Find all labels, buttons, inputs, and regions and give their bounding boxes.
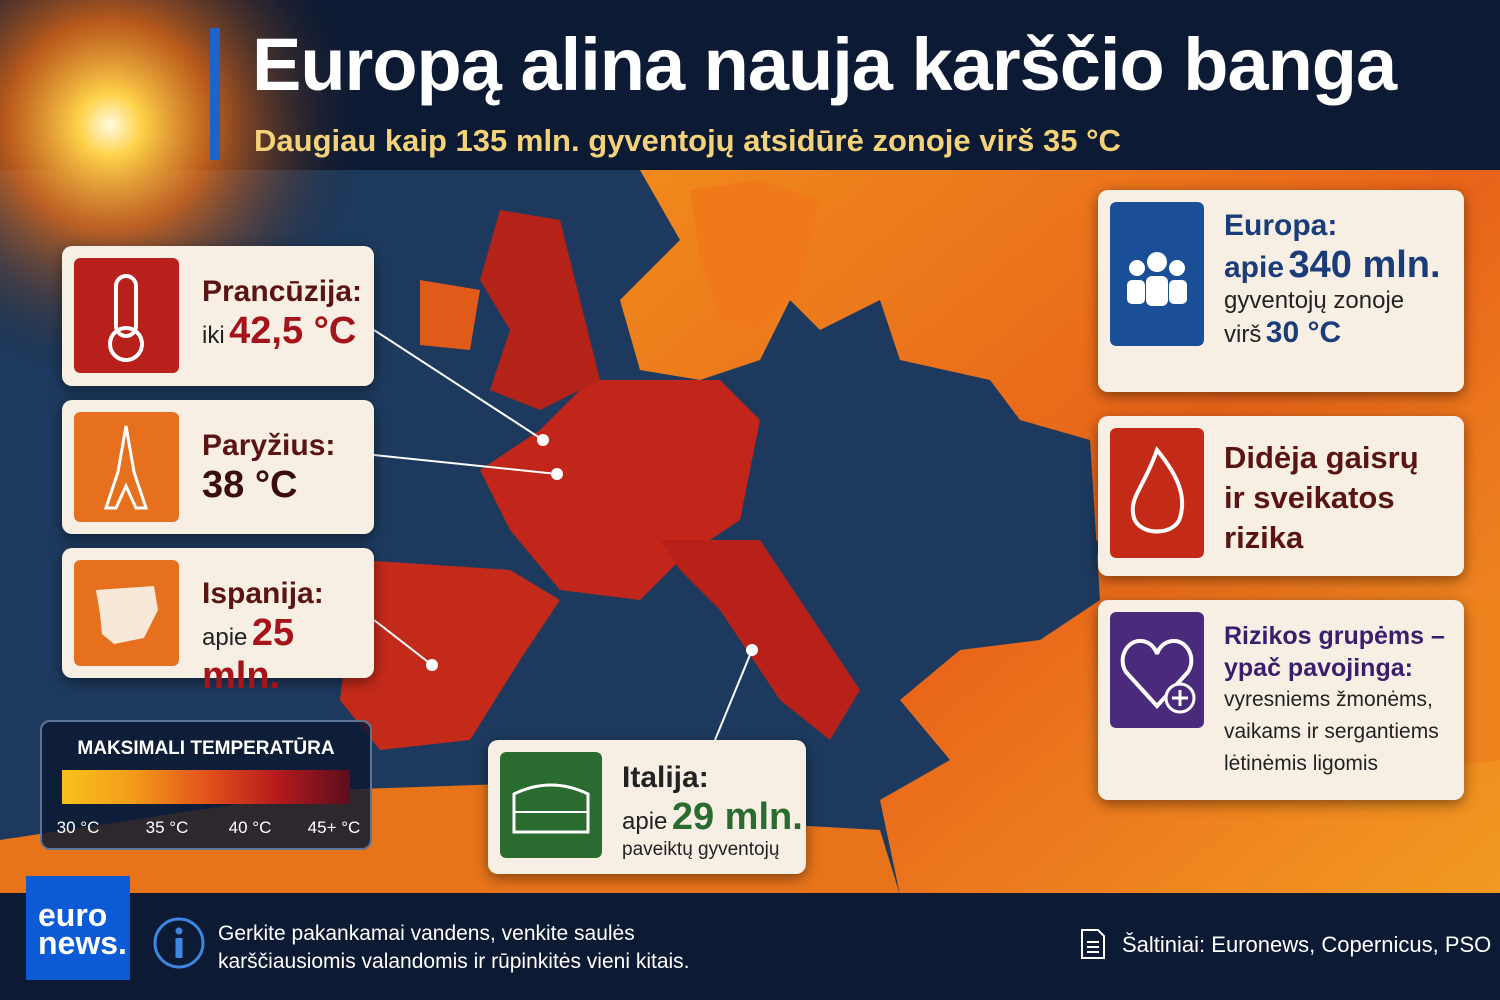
- italy-card: Italija: apie 29 mln. paveiktų gyventojų: [488, 740, 806, 874]
- legend-tick: 30 °C: [56, 818, 100, 837]
- iberia: [340, 560, 560, 750]
- legend-tick: 35 °C: [145, 818, 189, 837]
- scandinavia: [690, 180, 820, 330]
- card-value: 340 mln.: [1288, 244, 1441, 286]
- card-label: Prancūzija:: [202, 275, 363, 308]
- legend-tick: 40 °C: [228, 818, 272, 837]
- info-icon: [153, 917, 205, 969]
- title: Europą alina nauja karščio banga: [252, 23, 1397, 106]
- card-prefix: iki: [202, 322, 225, 349]
- legend: MAKSIMALI TEMPERATŪRA 30 °C 35 °C 40 °C …: [40, 720, 372, 850]
- document-icon: [1081, 929, 1105, 959]
- card-line: lėtinėmis ligomis: [1224, 752, 1379, 775]
- card-note: paveiktų gyventojų: [622, 839, 780, 860]
- legend-tick: 45+ °C: [307, 818, 361, 837]
- europe-card: Europa: apie 340 mln. gyventojų zonoje v…: [1098, 190, 1464, 392]
- card-value: 25 mln.: [202, 612, 295, 697]
- card-line: vyresniems žmonėms,: [1224, 688, 1433, 711]
- eiffel-icon: [74, 412, 179, 522]
- tip-line: Gerkite pakankamai vandens, venkite saul…: [218, 922, 635, 945]
- card-prefix: virš: [1224, 321, 1262, 348]
- card-label: Ispanija:: [202, 577, 324, 610]
- legend-title: MAKSIMALI TEMPERATŪRA: [77, 738, 335, 759]
- logo: euro news.: [26, 876, 130, 980]
- tip-line: karščiausiomis valandomis ir rūpinkitės …: [218, 950, 690, 973]
- title-accent: [210, 28, 220, 160]
- thermometer-icon: [74, 258, 179, 373]
- france-card: Prancūzija: iki 42,5 °C: [62, 246, 374, 386]
- legend-gradient: [62, 770, 350, 804]
- card-title: ypač pavojinga:: [1224, 654, 1413, 682]
- card-prefix: apie: [622, 808, 668, 835]
- footer: [0, 893, 1500, 1000]
- card-line: Didėja gaisrų: [1224, 440, 1419, 475]
- card-value: 38 °C: [202, 464, 298, 506]
- card-label: Italija:: [622, 761, 709, 794]
- card-line: gyventojų zonoje: [1224, 287, 1405, 314]
- card-label: Paryžius:: [202, 429, 336, 462]
- italy: [660, 540, 860, 740]
- card-title: Rizikos grupėms –: [1224, 622, 1445, 650]
- card-value: 29 mln.: [671, 796, 803, 838]
- ireland: [420, 280, 480, 350]
- card-value: 30 °C: [1265, 316, 1342, 349]
- spain-icon: [74, 560, 179, 666]
- card-line: vaikams ir sergantiems: [1224, 720, 1439, 743]
- heart-icon: [1110, 612, 1204, 728]
- card-line: ir sveikatos: [1224, 480, 1395, 515]
- britain: [480, 210, 600, 410]
- card-value: 42,5 °C: [229, 310, 357, 352]
- sources: Šaltiniai: Euronews, Copernicus, PSO: [1122, 932, 1492, 957]
- subtitle: Daugiau kaip 135 mln. gyventojų atsidūrė…: [254, 123, 1121, 158]
- risk-card: Rizikos grupėms – ypač pavojinga: vyresn…: [1098, 600, 1464, 800]
- logo-text: euro: [38, 897, 108, 933]
- paris-card: Paryžius: 38 °C: [62, 400, 374, 534]
- spain-card: Ispanija: apie 25 mln.: [62, 548, 374, 697]
- tip: Gerkite pakankamai vandens, venkite saul…: [218, 920, 690, 976]
- black-sea: [1010, 540, 1100, 600]
- card-label: Europa:: [1224, 209, 1338, 242]
- card-prefix: apie: [202, 624, 248, 651]
- people-icon: [1110, 202, 1204, 346]
- logo-text: news.: [38, 925, 127, 961]
- leader-lines: [373, 329, 753, 741]
- card-prefix: apie: [1224, 251, 1285, 284]
- fire-icon: [1110, 428, 1204, 558]
- colosseum-icon: [500, 752, 602, 858]
- fires-card: Didėja gaisrų ir sveikatos rizika: [1098, 416, 1464, 576]
- leader-dots: [426, 434, 758, 671]
- card-line: rizika: [1224, 520, 1304, 555]
